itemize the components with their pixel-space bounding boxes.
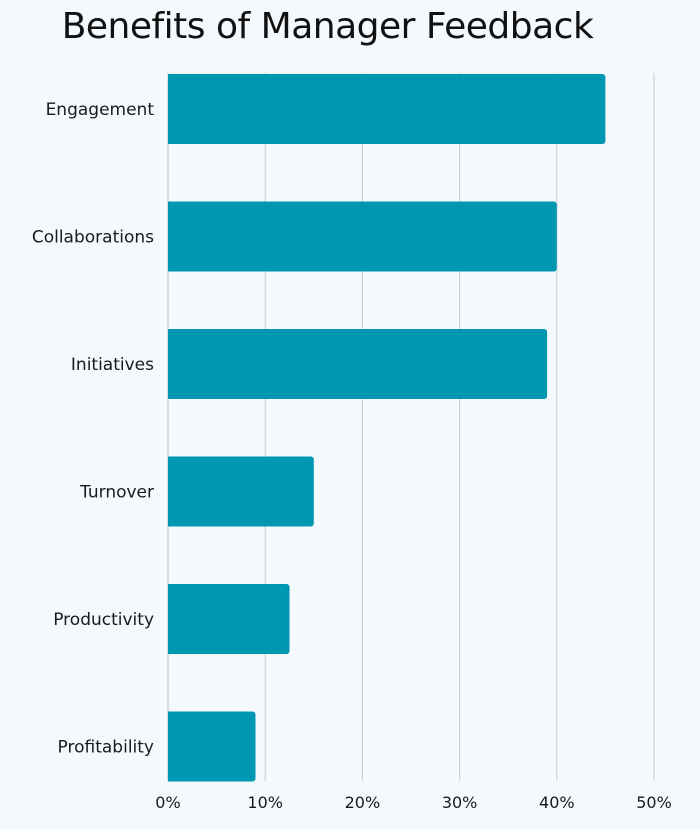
bar-base-productivity: [168, 584, 174, 654]
gridlines: [167, 73, 655, 781]
x-tick-label: 40%: [539, 793, 575, 812]
chart-title: Benefits of Manager Feedback: [61, 6, 594, 47]
category-label: Turnover: [79, 483, 154, 503]
bar-initiatives: [168, 329, 548, 399]
x-tick-label: 50%: [636, 793, 672, 812]
bar-turnover: [168, 456, 314, 527]
category-label: Profitability: [58, 738, 154, 758]
bar-profitability: [168, 711, 256, 782]
category-label: Initiatives: [71, 355, 154, 375]
bar-base-profitability: [168, 711, 174, 782]
bar-base-initiatives: [168, 329, 174, 399]
x-axis-tick-labels: 0% 10% 20% 30% 40% 50%: [155, 793, 671, 812]
category-label: Productivity: [53, 610, 154, 630]
bar-base-engagement: [168, 74, 174, 144]
bar-base-turnover: [168, 456, 174, 527]
category-label: Engagement: [46, 100, 155, 120]
bar-productivity: [168, 584, 290, 654]
category-label: Collaborations: [32, 228, 154, 248]
bar-base-collaborations: [168, 201, 174, 272]
bar-collaborations: [168, 201, 557, 272]
x-tick-label: 0%: [155, 793, 180, 812]
x-tick-label: 20%: [345, 793, 381, 812]
bar-engagement: [168, 74, 606, 144]
x-tick-label: 10%: [247, 793, 283, 812]
category-labels: Engagement Collaborations Initiatives Turno…: [32, 100, 154, 758]
x-tick-label: 30%: [442, 793, 478, 812]
bars: [168, 74, 606, 782]
